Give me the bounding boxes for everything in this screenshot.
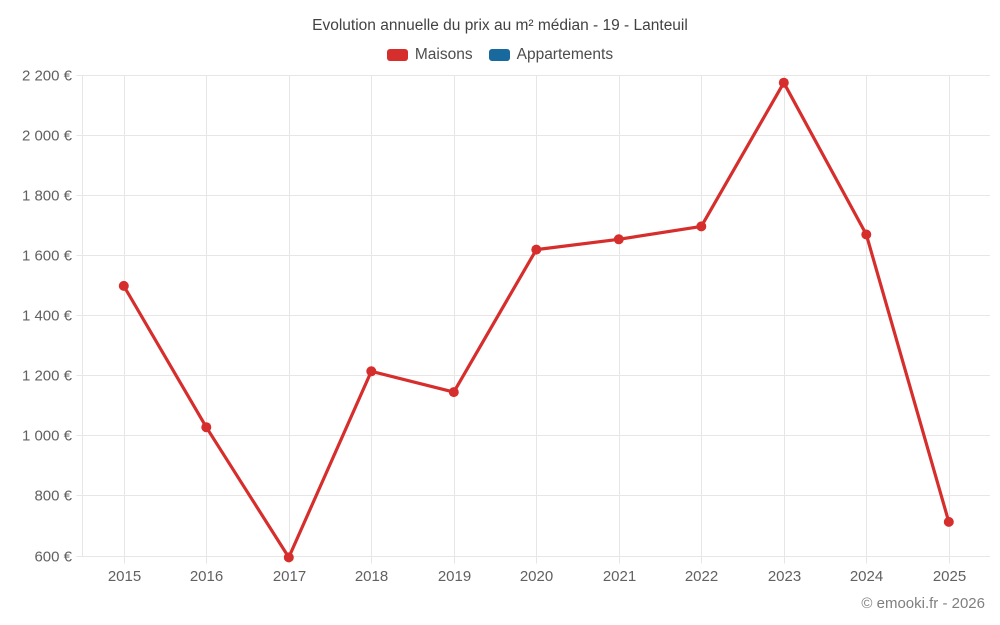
y-tick-label: 1 600 € bbox=[22, 248, 73, 265]
y-tick-label: 1 200 € bbox=[22, 368, 73, 385]
maisons-point bbox=[531, 244, 542, 255]
legend-label-appartements: Appartements bbox=[516, 46, 614, 63]
maisons-point bbox=[861, 229, 872, 240]
x-tick-label: 2020 bbox=[520, 568, 553, 585]
maisons-point bbox=[118, 280, 129, 291]
x-tick-label: 2024 bbox=[850, 568, 883, 585]
copyright-credit: © emooki.fr - 2026 bbox=[861, 595, 985, 612]
axis-labels: 600 € 800 € 1 000 € 1 200 € 1 400 € 1 600 € 1 … bbox=[22, 68, 966, 586]
x-tick-label: 2023 bbox=[768, 568, 801, 585]
maisons-point bbox=[448, 387, 459, 398]
chart-legend: Maisons Appartements bbox=[0, 46, 1000, 64]
chart-title: Evolution annuelle du prix au m² médian … bbox=[312, 17, 688, 34]
maisons-swatch-icon bbox=[386, 49, 408, 61]
x-tick-label: 2017 bbox=[273, 568, 306, 585]
gridlines bbox=[76, 75, 990, 564]
series-maisons bbox=[118, 77, 954, 563]
x-tick-label: 2021 bbox=[603, 568, 636, 585]
x-tick-label: 2019 bbox=[438, 568, 471, 585]
appartements-swatch-icon bbox=[488, 49, 510, 61]
maisons-point bbox=[366, 366, 377, 377]
y-tick-label: 1 000 € bbox=[22, 428, 73, 445]
maisons-point bbox=[696, 221, 707, 232]
maisons-point bbox=[778, 77, 789, 88]
maisons-point bbox=[613, 234, 624, 245]
x-tick-label: 2016 bbox=[190, 568, 223, 585]
y-tick-label: 600 € bbox=[34, 549, 72, 566]
y-tick-label: 800 € bbox=[34, 488, 72, 505]
y-tick-label: 2 200 € bbox=[22, 68, 73, 85]
maisons-point bbox=[283, 552, 294, 563]
x-tick-label: 2018 bbox=[355, 568, 388, 585]
maisons-point bbox=[943, 516, 954, 527]
y-tick-label: 1 800 € bbox=[22, 188, 73, 205]
x-tick-label: 2025 bbox=[933, 568, 966, 585]
legend-item-appartements[interactable]: Appartements bbox=[488, 46, 614, 64]
legend-label-maisons: Maisons bbox=[414, 46, 473, 63]
y-tick-label: 1 400 € bbox=[22, 308, 73, 325]
maisons-point bbox=[201, 422, 212, 433]
x-tick-label: 2015 bbox=[108, 568, 141, 585]
x-tick-label: 2022 bbox=[685, 568, 718, 585]
legend-item-maisons[interactable]: Maisons bbox=[386, 46, 473, 64]
y-tick-label: 2 000 € bbox=[22, 128, 73, 145]
